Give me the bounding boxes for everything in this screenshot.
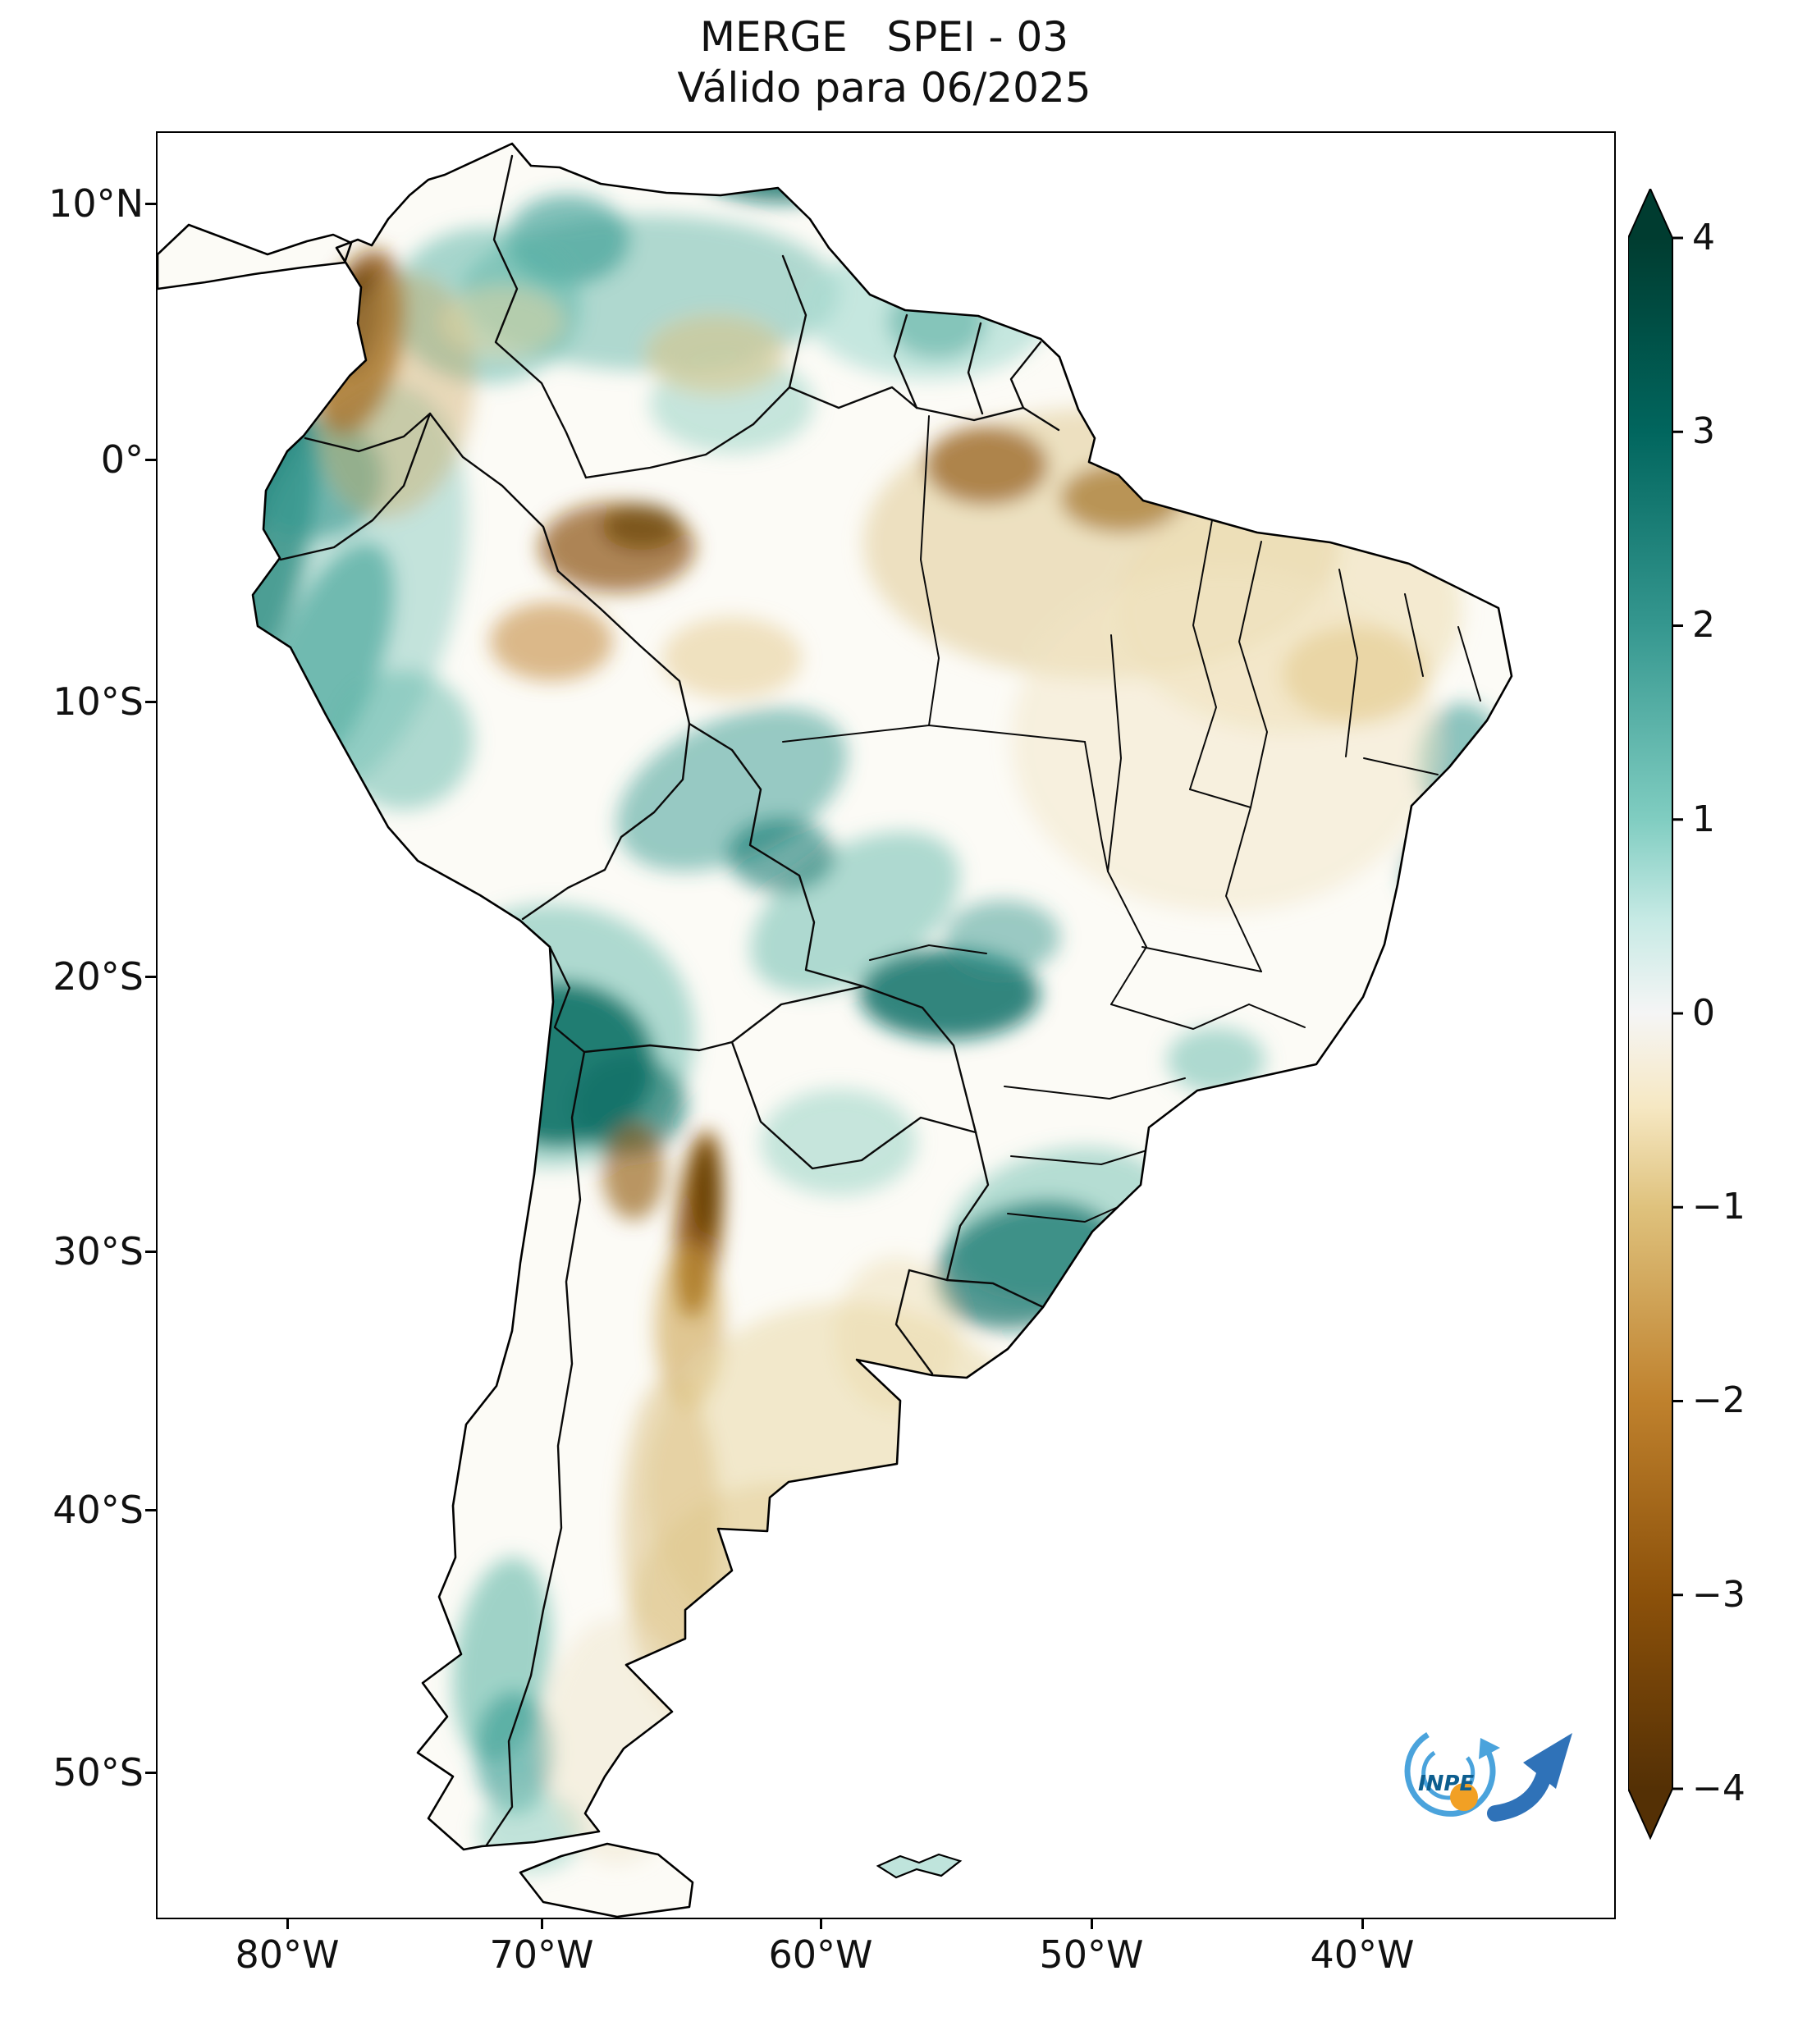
lon-tick-label-40w: 40°W bbox=[1310, 1932, 1415, 1977]
state-borders bbox=[782, 415, 1481, 1223]
figure-title-line2: Válido para 06/2025 bbox=[677, 64, 1091, 112]
figure-title-line1: MERGE SPEI - 03 bbox=[699, 13, 1069, 61]
colorbar-tick-label-2: 2 bbox=[1692, 604, 1715, 646]
lat-tick-label-30s: 30°S bbox=[53, 1229, 144, 1273]
inpe-swirl-arrowhead-icon bbox=[1479, 1738, 1500, 1759]
colorbar bbox=[1628, 189, 1683, 1840]
country-borders bbox=[279, 154, 1060, 1848]
inpe-swirl-inner-icon bbox=[1421, 1750, 1475, 1800]
colorbar-tick-label-m3: −3 bbox=[1692, 1574, 1745, 1616]
y-axis-tick-mark bbox=[145, 1772, 156, 1774]
y-axis-tick-mark bbox=[145, 701, 156, 703]
colorbar-tick-label-0: 0 bbox=[1692, 992, 1715, 1034]
colorbar-tick-label-m4: −4 bbox=[1692, 1767, 1745, 1809]
y-axis-tick-mark bbox=[145, 203, 156, 205]
lon-tick-label-60w: 60°W bbox=[768, 1932, 873, 1977]
lat-tick-label-10s: 10°S bbox=[53, 679, 144, 724]
lon-tick-label-70w: 70°W bbox=[489, 1932, 594, 1977]
colorbar-tick-marks bbox=[1672, 236, 1683, 1790]
inpe-logo-text: INPE bbox=[1418, 1772, 1474, 1796]
inpe-swirl-icon bbox=[1404, 1732, 1496, 1817]
spei-raster bbox=[219, 144, 1507, 1873]
x-axis-tick-mark bbox=[286, 1918, 289, 1929]
y-axis-tick-mark bbox=[145, 976, 156, 978]
lat-tick-label-40s: 40°S bbox=[53, 1488, 144, 1532]
inpe-big-arrowhead-icon bbox=[1523, 1733, 1572, 1789]
colorbar-tick-label-1: 1 bbox=[1692, 798, 1715, 840]
colorbar-gradient-bar bbox=[1628, 189, 1673, 1840]
lat-tick-label-20s: 20°S bbox=[53, 954, 144, 999]
lon-tick-label-80w: 80°W bbox=[235, 1932, 340, 1977]
x-axis-tick-mark bbox=[1091, 1918, 1093, 1929]
map-frame: INPE bbox=[156, 131, 1616, 1919]
inpe-orange-ball-icon bbox=[1450, 1783, 1478, 1811]
lat-tick-label-10n: 10°N bbox=[48, 181, 144, 226]
figure-title: MERGE SPEI - 03 Válido para 06/2025 bbox=[156, 11, 1613, 113]
small-island bbox=[876, 1853, 963, 1879]
y-axis-tick-mark bbox=[145, 1251, 156, 1253]
lon-tick-label-50w: 50°W bbox=[1039, 1932, 1144, 1977]
y-axis-tick-mark bbox=[145, 1509, 156, 1511]
lat-tick-label-0: 0° bbox=[100, 437, 144, 482]
x-axis-tick-mark bbox=[820, 1918, 822, 1929]
x-axis-tick-mark bbox=[1361, 1918, 1364, 1929]
coastline bbox=[158, 142, 1513, 1918]
colorbar-tick-label-3: 3 bbox=[1692, 410, 1715, 452]
inpe-logo: INPE bbox=[1404, 1732, 1572, 1822]
south-america-spei-map: INPE bbox=[158, 142, 1572, 1918]
colorbar-tick-label-m1: −1 bbox=[1692, 1186, 1745, 1228]
x-axis-tick-mark bbox=[541, 1918, 543, 1929]
lat-tick-label-50s: 50°S bbox=[53, 1750, 144, 1795]
y-axis-tick-mark bbox=[145, 459, 156, 461]
colorbar-tick-label-m2: −2 bbox=[1692, 1379, 1745, 1421]
colorbar-tick-label-4: 4 bbox=[1692, 217, 1715, 258]
